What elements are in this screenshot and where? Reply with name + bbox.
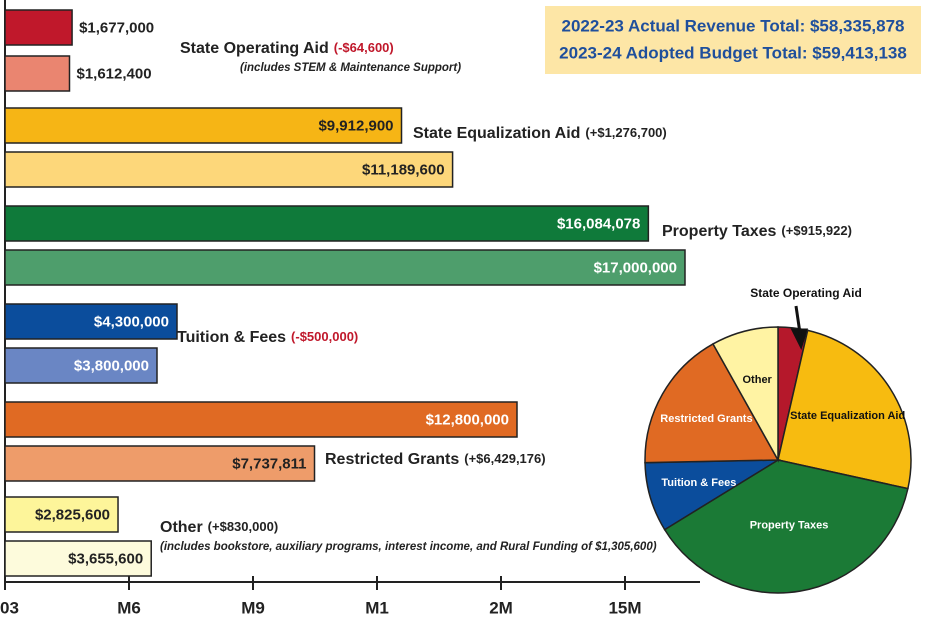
category-name: Tuition & Fees xyxy=(177,329,286,346)
x-tick-label: M6 xyxy=(117,598,141,617)
change-label: (+$830,000) xyxy=(208,519,278,534)
total-label: 2023-24 Adopted Budget Total: $59,413,13… xyxy=(559,43,907,62)
pie-slice xyxy=(644,342,780,464)
bar xyxy=(4,347,158,384)
category-name: State Operating Aid xyxy=(180,40,329,57)
bar xyxy=(4,303,178,340)
bar xyxy=(4,9,73,46)
bar xyxy=(4,540,152,577)
pie-label: State Equalization Aid xyxy=(790,410,905,422)
totals-box xyxy=(545,6,921,74)
category-name: Other xyxy=(160,519,203,536)
value-label: $1,612,400 xyxy=(76,65,151,82)
change-label: (-$500,000) xyxy=(291,329,358,344)
value-label: $3,655,600 xyxy=(68,550,143,567)
x-tick-label: 15M xyxy=(608,598,641,617)
note: (includes bookstore, auxiliary programs,… xyxy=(160,541,657,553)
change-label: (+$915,922) xyxy=(781,223,851,238)
category-name: Restricted Grants xyxy=(325,451,459,468)
category-label: State Equalization Aid (+$1,276,700) xyxy=(413,125,667,142)
pie-label: Other xyxy=(743,374,773,386)
pie-slice xyxy=(711,326,779,463)
value-label: $1,677,000 xyxy=(79,19,154,36)
value-label: $2,825,600 xyxy=(35,506,110,523)
bar xyxy=(4,401,518,438)
value-label: $16,084,078 xyxy=(557,215,640,232)
value-label: $9,912,900 xyxy=(318,117,393,134)
category-label: Property Taxes (+$915,922) xyxy=(662,223,852,240)
change-label: (-$64,600) xyxy=(334,40,394,55)
pie-slice xyxy=(777,329,912,490)
pie-label: State Operating Aid xyxy=(750,286,862,300)
change-label: (+$6,429,176) xyxy=(464,451,545,466)
pie-slice xyxy=(663,459,909,594)
pie-label: Restricted Grants xyxy=(660,413,752,425)
x-tick-label: M9 xyxy=(241,598,265,617)
bar xyxy=(4,496,119,533)
x-tick-label: 2M xyxy=(489,598,513,617)
x-tick-label: M1 xyxy=(365,598,389,617)
category-label: State Operating Aid (-$64,600) xyxy=(180,40,394,57)
category-name: Property Taxes xyxy=(662,223,777,240)
bar xyxy=(4,249,686,286)
value-label: $17,000,000 xyxy=(594,259,677,276)
pie-label: Tuition & Fees xyxy=(661,477,736,489)
value-label: $11,189,600 xyxy=(362,161,445,178)
note: (includes STEM & Maintenance Support) xyxy=(240,62,461,74)
category-label: Tuition & Fees (-$500,000) xyxy=(177,329,358,346)
category-label: Other (+$830,000) xyxy=(160,519,278,536)
bar xyxy=(4,151,454,188)
value-label: $3,800,000 xyxy=(74,357,149,374)
category-name: State Equalization Aid xyxy=(413,125,580,142)
pie-label: Property Taxes xyxy=(750,519,829,531)
bar xyxy=(4,445,316,482)
value-label: $12,800,000 xyxy=(426,411,509,428)
bar xyxy=(4,55,71,92)
bar xyxy=(4,107,403,144)
value-label: $7,737,811 xyxy=(232,455,306,472)
pie-arrow xyxy=(790,305,809,350)
category-label: Restricted Grants (+$6,429,176) xyxy=(325,451,546,468)
bar xyxy=(4,205,650,242)
value-label: $4,300,000 xyxy=(94,313,169,330)
x-tick-label: 03 xyxy=(0,598,19,617)
change-label: (+$1,276,700) xyxy=(585,125,666,140)
total-label: 2022-23 Actual Revenue Total: $58,335,87… xyxy=(561,16,904,35)
